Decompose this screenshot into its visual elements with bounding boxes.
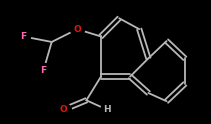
Text: F: F: [20, 32, 27, 41]
Text: O: O: [60, 105, 68, 114]
Text: F: F: [41, 66, 47, 75]
Text: O: O: [73, 25, 81, 34]
Text: H: H: [104, 105, 111, 114]
